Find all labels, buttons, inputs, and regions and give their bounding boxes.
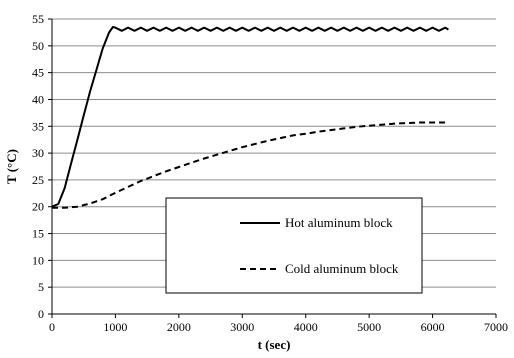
x-tick-label: 4000 (294, 320, 318, 334)
y-axis-title: T (°C) (4, 149, 19, 184)
axes (48, 18, 497, 318)
y-tick-label: 45 (32, 66, 44, 80)
x-tick-labels: 0 1000 2000 3000 4000 5000 6000 7000 (49, 320, 508, 334)
x-tick-label: 7000 (484, 320, 508, 334)
legend: Hot aluminum block Cold aluminum block (165, 197, 423, 294)
y-tick-label: 15 (32, 227, 44, 241)
y-tick-label: 20 (32, 200, 44, 214)
y-tick-label: 40 (32, 92, 44, 106)
legend-box (165, 197, 423, 294)
y-tick-label: 10 (32, 253, 44, 267)
gridlines (52, 18, 496, 288)
legend-label-hot: Hot aluminum block (285, 215, 393, 230)
x-axis-title: t (sec) (258, 337, 291, 352)
y-tick-labels: 0 5 10 15 20 25 30 35 40 45 50 55 (32, 12, 44, 321)
y-tick-label: 55 (32, 12, 44, 26)
series-line-hot (51, 26, 449, 208)
legend-label-cold: Cold aluminum block (285, 261, 399, 276)
y-tick-label: 50 (32, 39, 44, 53)
y-tick-label: 0 (38, 307, 44, 321)
x-tick-label: 3000 (230, 320, 254, 334)
y-tick-label: 25 (32, 173, 44, 187)
series-line-cold (52, 121, 449, 209)
y-tick-label: 5 (38, 280, 44, 294)
x-tick-label: 1000 (103, 320, 127, 334)
series-lines (51, 26, 449, 209)
y-tick-label: 35 (32, 119, 44, 133)
x-tick-label: 5000 (357, 320, 381, 334)
x-tick-label: 6000 (421, 320, 445, 334)
x-tick-label: 0 (49, 320, 55, 334)
x-tick-label: 2000 (167, 320, 191, 334)
y-tick-label: 30 (32, 146, 44, 160)
